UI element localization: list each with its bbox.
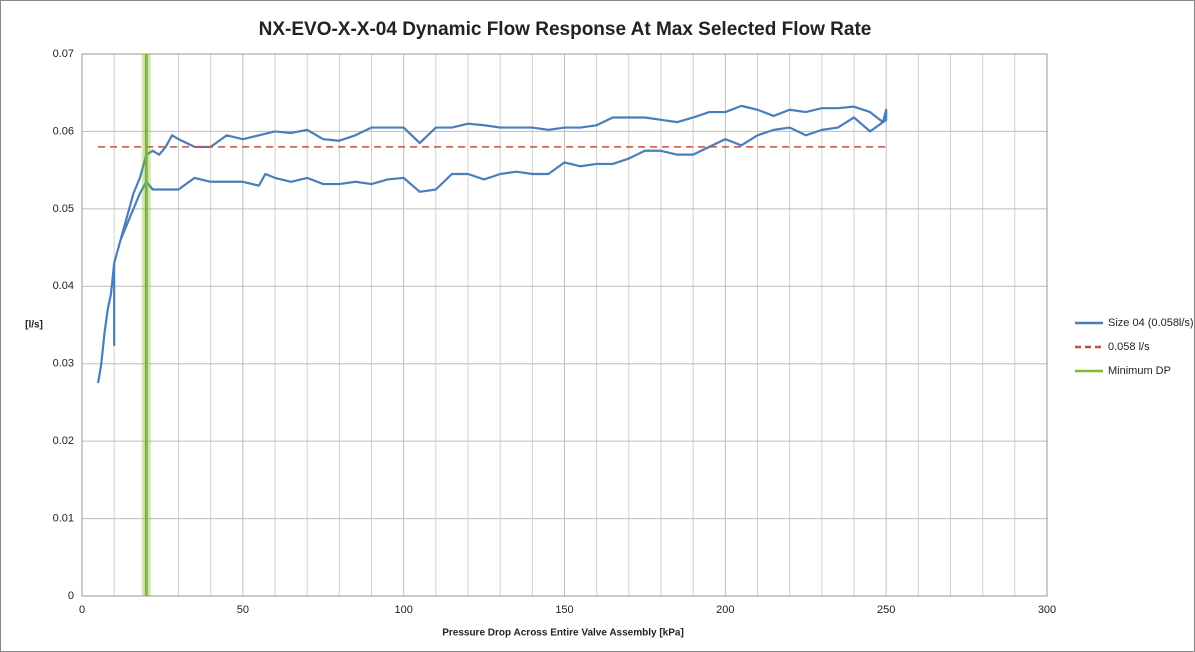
y-tick-label: 0.07 <box>53 48 74 60</box>
x-axis-label: Pressure Drop Across Entire Valve Assemb… <box>442 628 684 639</box>
chart-title: NX-EVO-X-X-04 Dynamic Flow Response At M… <box>259 19 872 40</box>
x-tick-label: 0 <box>79 604 85 616</box>
series-line <box>96 104 888 384</box>
y-tick-label: 0.06 <box>53 125 74 137</box>
x-tick-label: 150 <box>555 604 573 616</box>
x-tick-label: 250 <box>877 604 895 616</box>
legend-label: Size 04 (0.058l/s) <box>1108 317 1194 329</box>
y-tick-label: 0.03 <box>53 358 74 370</box>
x-tick-label: 100 <box>394 604 412 616</box>
x-tick-label: 200 <box>716 604 734 616</box>
x-tick-label: 300 <box>1038 604 1056 616</box>
plot-border <box>81 53 1048 597</box>
legend-label: Minimum DP <box>1108 365 1171 377</box>
y-tick-label: 0 <box>68 590 74 602</box>
y-axis-label: [l/s] <box>25 320 43 331</box>
y-tick-label: 0.02 <box>53 435 74 447</box>
y-tick-label: 0.01 <box>53 512 74 524</box>
y-tick-label: 0.05 <box>53 203 74 215</box>
x-tick-label: 50 <box>237 604 249 616</box>
legend-label: 0.058 l/s <box>1108 341 1150 353</box>
y-tick-label: 0.04 <box>53 280 74 292</box>
